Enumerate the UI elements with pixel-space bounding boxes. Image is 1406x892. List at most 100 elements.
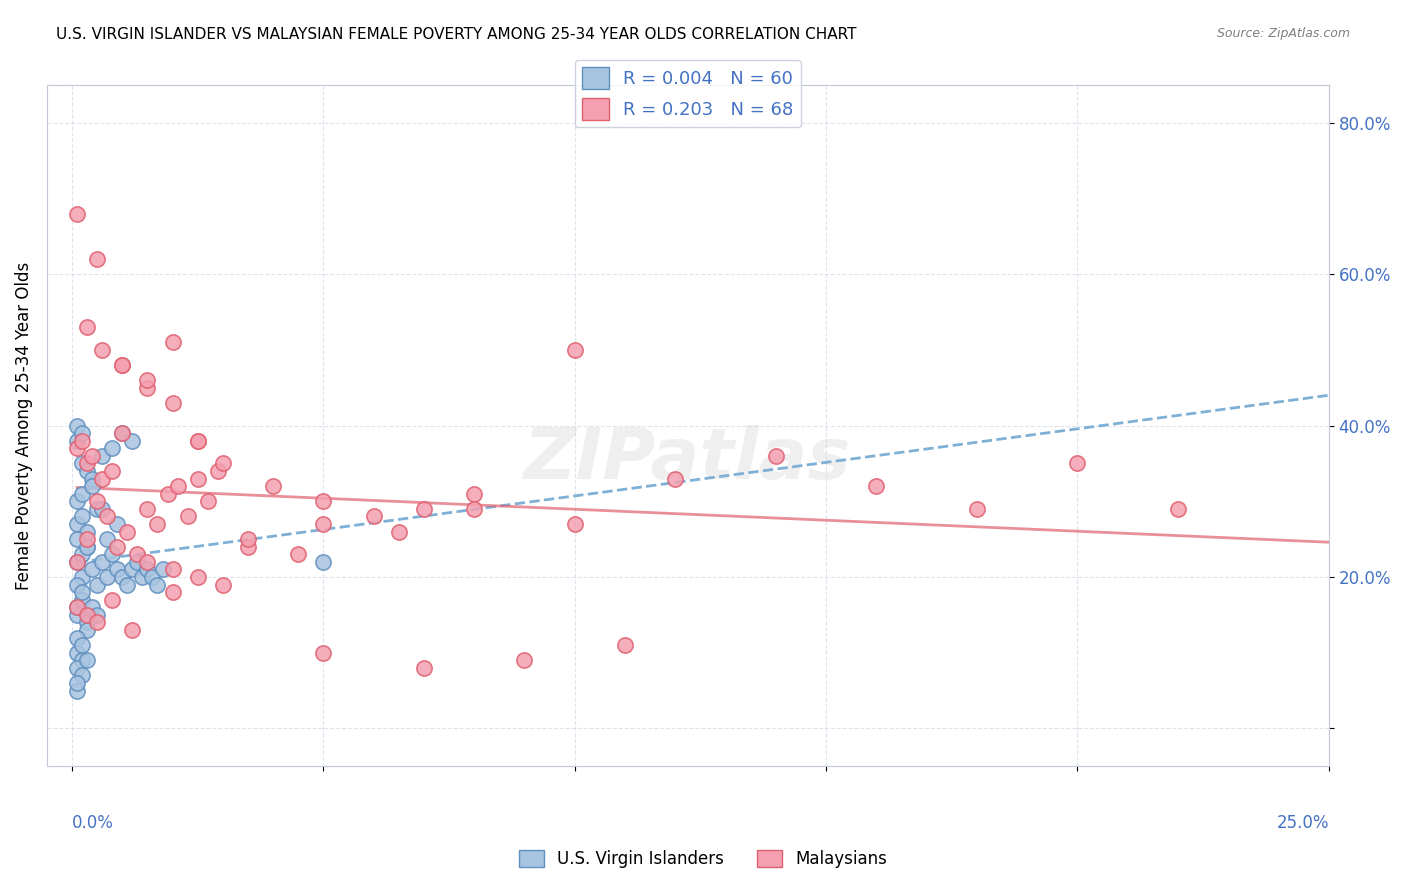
Point: [513, 653, 536, 667]
Point: [166, 479, 188, 493]
Point: [66, 661, 89, 675]
Point: [66, 600, 89, 615]
Point: [765, 449, 787, 463]
Legend: U.S. Virgin Islanders, Malaysians: U.S. Virgin Islanders, Malaysians: [512, 843, 894, 875]
Point: [76, 457, 98, 471]
Point: [207, 464, 229, 478]
Point: [76, 464, 98, 478]
Point: [66, 607, 89, 622]
Point: [86, 502, 108, 516]
Point: [463, 487, 485, 501]
Point: [70, 592, 93, 607]
Point: [76, 524, 98, 539]
Point: [162, 585, 184, 599]
Point: [136, 555, 159, 569]
Point: [66, 555, 89, 569]
Point: [70, 585, 93, 599]
Point: [127, 555, 149, 569]
Point: [312, 555, 335, 569]
Point: [96, 509, 118, 524]
Point: [564, 343, 586, 357]
Point: [141, 570, 163, 584]
Point: [76, 615, 98, 630]
Point: [312, 646, 335, 660]
Point: [865, 479, 887, 493]
Point: [413, 502, 436, 516]
Legend: R = 0.004   N = 60, R = 0.203   N = 68: R = 0.004 N = 60, R = 0.203 N = 68: [575, 60, 801, 128]
Point: [146, 577, 169, 591]
Text: U.S. VIRGIN ISLANDER VS MALAYSIAN FEMALE POVERTY AMONG 25-34 YEAR OLDS CORRELATI: U.S. VIRGIN ISLANDER VS MALAYSIAN FEMALE…: [56, 27, 856, 42]
Point: [86, 494, 108, 508]
Point: [413, 661, 436, 675]
Text: ZIPatlas: ZIPatlas: [524, 425, 852, 494]
Point: [187, 472, 209, 486]
Point: [82, 600, 104, 615]
Point: [187, 434, 209, 448]
Point: [211, 577, 233, 591]
Point: [111, 426, 134, 441]
Point: [966, 502, 988, 516]
Point: [66, 516, 89, 531]
Point: [66, 683, 89, 698]
Point: [96, 532, 118, 546]
Point: [197, 494, 219, 508]
Point: [91, 502, 114, 516]
Point: [287, 547, 309, 561]
Point: [176, 509, 198, 524]
Text: 25.0%: 25.0%: [1277, 814, 1329, 832]
Point: [82, 472, 104, 486]
Y-axis label: Female Poverty Among 25-34 Year Olds: Female Poverty Among 25-34 Year Olds: [15, 261, 32, 590]
Point: [127, 547, 149, 561]
Point: [664, 472, 686, 486]
Point: [66, 434, 89, 448]
Point: [66, 206, 89, 220]
Point: [121, 434, 143, 448]
Point: [363, 509, 385, 524]
Point: [76, 320, 98, 334]
Point: [121, 562, 143, 576]
Point: [66, 532, 89, 546]
Point: [70, 638, 93, 652]
Point: [105, 516, 128, 531]
Point: [564, 516, 586, 531]
Point: [86, 607, 108, 622]
Point: [91, 449, 114, 463]
Point: [236, 540, 259, 554]
Point: [76, 540, 98, 554]
Point: [463, 502, 485, 516]
Point: [66, 600, 89, 615]
Point: [101, 547, 124, 561]
Point: [86, 252, 108, 266]
Point: [70, 509, 93, 524]
Point: [211, 457, 233, 471]
Point: [262, 479, 284, 493]
Point: [82, 449, 104, 463]
Point: [66, 631, 89, 645]
Text: 0.0%: 0.0%: [72, 814, 114, 832]
Point: [76, 623, 98, 637]
Point: [66, 494, 89, 508]
Point: [111, 570, 134, 584]
Point: [312, 516, 335, 531]
Point: [1167, 502, 1189, 516]
Point: [70, 547, 93, 561]
Point: [131, 570, 153, 584]
Point: [66, 418, 89, 433]
Point: [121, 623, 143, 637]
Point: [101, 464, 124, 478]
Point: [76, 607, 98, 622]
Point: [66, 577, 89, 591]
Point: [146, 516, 169, 531]
Point: [111, 426, 134, 441]
Point: [86, 615, 108, 630]
Point: [91, 343, 114, 357]
Point: [111, 358, 134, 372]
Point: [1066, 457, 1088, 471]
Point: [388, 524, 411, 539]
Point: [187, 434, 209, 448]
Point: [82, 479, 104, 493]
Point: [236, 532, 259, 546]
Point: [136, 373, 159, 387]
Point: [66, 676, 89, 690]
Point: [105, 540, 128, 554]
